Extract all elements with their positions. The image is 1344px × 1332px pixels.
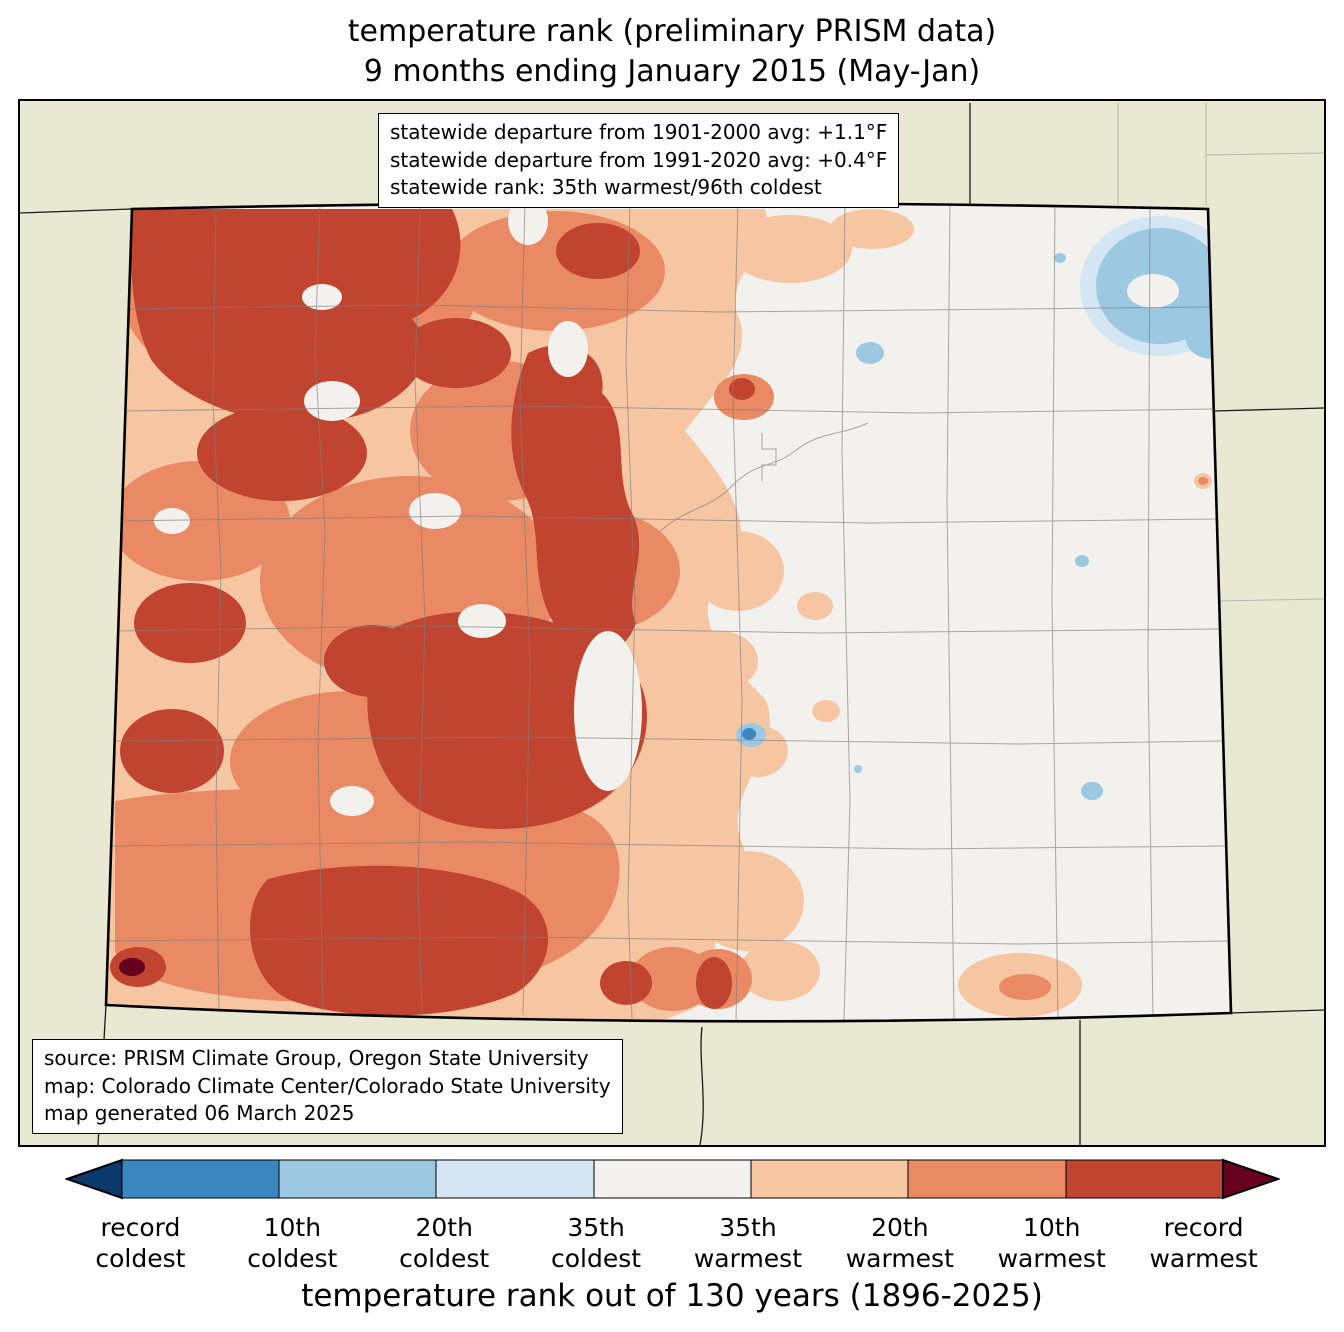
colorbar-seg-20th-coldest	[278, 1159, 436, 1199]
legend-label-35th-coldest: 35th coldest	[551, 1213, 642, 1273]
source-box: source: PRISM Climate Group, Oregon Stat…	[32, 1039, 623, 1134]
legend-label-10th-coldest: 10th coldest	[247, 1213, 338, 1273]
colorbar-seg-20th-warmest	[907, 1159, 1066, 1199]
record-coldest-arrow	[63, 1158, 123, 1200]
colorado-temperature-rank-map	[20, 101, 1324, 1146]
source-line-1: source: PRISM Climate Group, Oregon Stat…	[44, 1046, 589, 1071]
colorbar-seg-10th-warmest	[1065, 1159, 1223, 1199]
stats-line-2: statewide departure from 1991-2020 avg: …	[390, 147, 888, 172]
legend-labels: record coldest 10th coldest 20th coldest…	[65, 1213, 1280, 1274]
legend-label-20th-warmest: 20th warmest	[845, 1213, 954, 1273]
legend-label-record-warmest: record warmest	[1149, 1213, 1258, 1273]
stats-line-3: statewide rank: 35th warmest/96th coldes…	[390, 175, 822, 200]
source-line-2: map: Colorado Climate Center/Colorado St…	[44, 1073, 611, 1098]
county-borders	[106, 203, 1229, 1022]
colorbar-seg-10th-coldest	[121, 1159, 279, 1199]
title-line-2: 9 months ending January 2015 (May-Jan)	[363, 53, 981, 89]
record-warmest-arrow	[1221, 1158, 1281, 1200]
map-frame: statewide departure from 1901-2000 avg: …	[18, 99, 1326, 1148]
page-title: temperature rank (preliminary PRISM data…	[0, 0, 1344, 91]
record-warmest-spot	[119, 958, 145, 977]
stats-line-1: statewide departure from 1901-2000 avg: …	[390, 120, 888, 145]
legend: record coldest 10th coldest 20th coldest…	[63, 1157, 1281, 1274]
cool-rank-areas	[736, 216, 1231, 801]
stats-box: statewide departure from 1901-2000 avg: …	[378, 113, 900, 208]
colorbar-seg-near-normal	[593, 1159, 751, 1199]
legend-label-35th-warmest: 35th warmest	[693, 1213, 803, 1273]
colorbar-seg-35th-warmest	[750, 1159, 908, 1199]
rank-10th-warmest-areas	[110, 209, 755, 1016]
source-line-3: map generated 06 March 2025	[44, 1101, 355, 1126]
legend-label-20th-coldest: 20th coldest	[399, 1213, 490, 1273]
legend-label-record-coldest: record coldest	[95, 1213, 186, 1273]
neighbor-county-lines	[1117, 103, 1324, 602]
legend-caption: temperature rank out of 130 years (1896-…	[301, 1278, 1043, 1315]
colorbar	[63, 1158, 1281, 1200]
legend-label-10th-warmest: 10th warmest	[997, 1213, 1106, 1273]
colorbar-seg-35th-coldest	[435, 1159, 594, 1199]
title-line-1: temperature rank (preliminary PRISM data…	[347, 14, 997, 49]
